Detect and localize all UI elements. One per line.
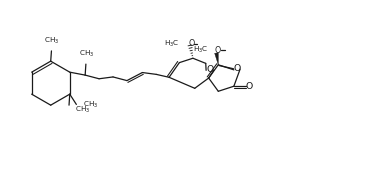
Text: H$_3$C: H$_3$C [164,38,180,49]
Text: O: O [215,46,221,55]
Text: CH$_3$: CH$_3$ [75,105,90,115]
Text: CH$_3$: CH$_3$ [83,100,98,110]
Text: CH$_3$: CH$_3$ [79,49,94,59]
Text: O: O [234,64,241,73]
Text: H$_3$C: H$_3$C [193,45,208,55]
Text: O: O [188,39,194,48]
Text: CH$_3$: CH$_3$ [44,36,59,46]
Polygon shape [215,53,218,65]
Text: O: O [246,82,253,91]
Text: O: O [207,65,214,74]
